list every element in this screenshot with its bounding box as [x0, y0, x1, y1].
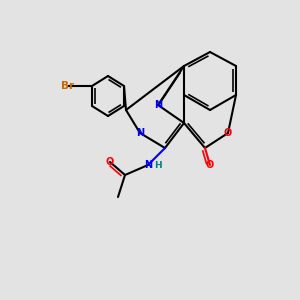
Text: N: N: [136, 128, 144, 138]
Text: N: N: [154, 100, 162, 110]
Text: H: H: [154, 160, 162, 169]
Text: O: O: [206, 160, 214, 170]
Text: Br: Br: [61, 81, 75, 91]
Text: N: N: [144, 160, 152, 170]
Text: O: O: [106, 157, 114, 167]
Text: O: O: [224, 128, 232, 138]
